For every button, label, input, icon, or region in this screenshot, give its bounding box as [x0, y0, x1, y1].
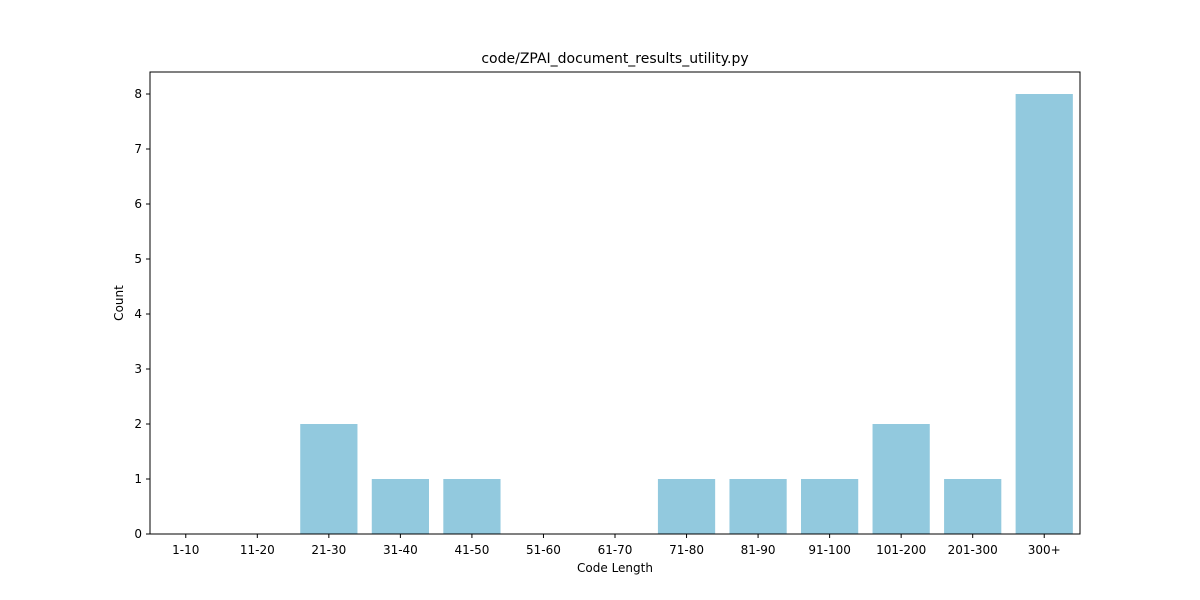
x-tick-label: 61-70	[598, 543, 633, 557]
bar-21-30	[300, 424, 358, 534]
x-axis-title: Code Length	[577, 561, 653, 575]
x-tick-label: 11-20	[240, 543, 275, 557]
x-tick-label: 300+	[1028, 543, 1061, 557]
x-tick-label: 31-40	[383, 543, 418, 557]
bar-81-90	[729, 479, 787, 534]
bar-201-300	[944, 479, 1002, 534]
bars-layer	[300, 94, 1073, 534]
x-tick-label: 21-30	[311, 543, 346, 557]
y-tick-label: 5	[134, 252, 142, 266]
y-tick-label: 6	[134, 197, 142, 211]
x-tick-label: 51-60	[526, 543, 561, 557]
x-axis: 1-10 11-20 21-30 31-40 41-50 51-60 61-70 71-80 8…	[172, 534, 1061, 557]
x-tick-label: 71-80	[669, 543, 704, 557]
bar-91-100	[801, 479, 859, 534]
bar-71-80	[657, 479, 716, 534]
y-axis-title: Count	[112, 285, 126, 321]
chart-title: code/ZPAI_document_results_utility.py	[481, 51, 748, 67]
bar-31-40	[371, 479, 429, 534]
x-tick-label: 91-100	[808, 543, 851, 557]
x-tick-label: 41-50	[454, 543, 489, 557]
x-tick-label: 1-10	[172, 543, 199, 557]
y-axis: 0 1 2 3 4 5 6 7 8	[134, 87, 150, 541]
plot-frame	[149, 71, 1081, 535]
x-tick-label: 101-200	[876, 543, 926, 557]
y-tick-label: 3	[134, 362, 142, 376]
y-tick-label: 2	[134, 417, 142, 431]
y-tick-label: 8	[134, 87, 142, 101]
y-tick-label: 7	[134, 142, 142, 156]
y-tick-label: 0	[134, 527, 142, 541]
y-tick-label: 4	[134, 307, 142, 321]
x-tick-label: 81-90	[741, 543, 776, 557]
bar-101-200	[872, 424, 930, 534]
y-tick-label: 1	[134, 472, 142, 486]
bar-41-50	[443, 479, 501, 534]
x-tick-label: 201-300	[948, 543, 998, 557]
bar-300+	[1015, 94, 1073, 534]
